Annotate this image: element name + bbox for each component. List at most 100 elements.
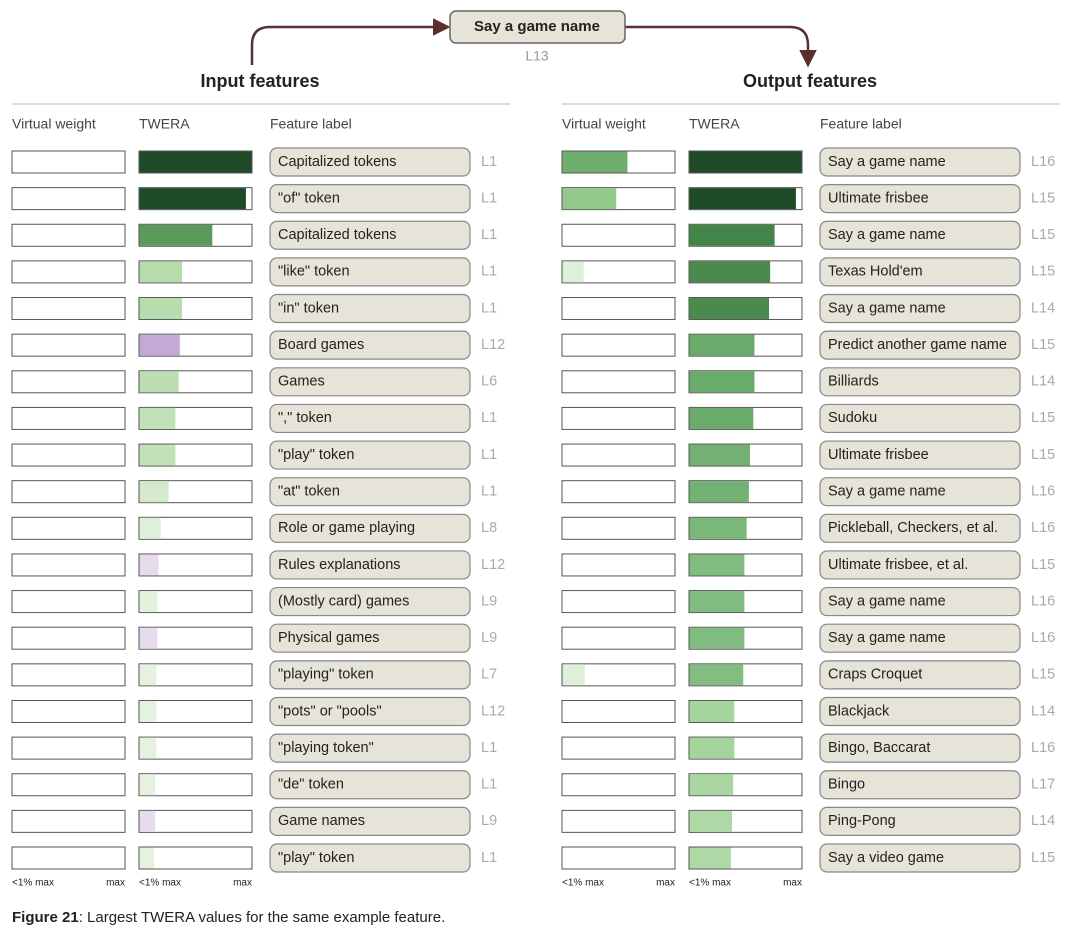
twera-bar xyxy=(139,371,179,393)
layer-label: L14 xyxy=(1031,703,1055,719)
arrow xyxy=(250,18,451,65)
twera-bar xyxy=(689,188,796,210)
feature-box xyxy=(269,257,471,287)
bar-frame xyxy=(561,480,676,504)
bar-frame xyxy=(11,773,126,797)
layer-label: L9 xyxy=(481,630,497,646)
feature-label: Role or game playing xyxy=(278,520,415,536)
feature-box xyxy=(269,550,471,580)
bar-frame xyxy=(11,443,126,467)
feature-box xyxy=(819,147,1021,177)
feature-box xyxy=(269,843,471,873)
bar-frame xyxy=(138,846,253,870)
twera-bar xyxy=(689,664,744,686)
feature-label: Rules explanations xyxy=(278,557,401,573)
bar-frame xyxy=(11,187,126,211)
top-node-layer: L13 xyxy=(525,48,549,64)
feature-label: "play" token xyxy=(278,850,354,866)
bar-frame xyxy=(138,736,253,760)
layer-label: L15 xyxy=(1031,557,1055,573)
feature-label: "playing" token xyxy=(278,667,374,683)
feature-label: Say a game name xyxy=(828,300,946,316)
scale-max: max xyxy=(656,878,675,889)
column-header: Virtual weight xyxy=(562,116,646,132)
layer-label: L1 xyxy=(481,850,497,866)
layer-label: L15 xyxy=(1031,264,1055,280)
feature-label: Capitalized tokens xyxy=(278,227,397,243)
bar-frame xyxy=(11,297,126,321)
feature-label: Texas Hold'em xyxy=(828,264,923,280)
feature-label: Bingo xyxy=(828,777,865,793)
column-header: Feature label xyxy=(270,116,352,132)
bar-frame xyxy=(11,553,126,577)
feature-box xyxy=(269,403,471,434)
twera-bar xyxy=(139,591,158,613)
virtual-weight-bar xyxy=(562,664,585,686)
twera-bar xyxy=(689,774,734,796)
layer-label: L8 xyxy=(481,520,497,536)
twera-bar xyxy=(689,334,755,356)
feature-label: "playing token" xyxy=(278,740,374,756)
bar-frame xyxy=(11,626,126,650)
twera-bar xyxy=(139,151,252,173)
feature-box xyxy=(269,184,471,214)
layer-label: L16 xyxy=(1031,154,1055,170)
layer-label: L1 xyxy=(481,447,497,463)
feature-box xyxy=(819,257,1021,287)
feature-box xyxy=(269,660,471,690)
feature-box xyxy=(819,770,1021,800)
feature-box xyxy=(269,770,471,800)
feature-label: "at" token xyxy=(278,484,340,500)
layer-label: L1 xyxy=(481,190,497,206)
bar-frame xyxy=(11,223,126,247)
feature-label: Ultimate frisbee xyxy=(828,190,929,206)
feature-box xyxy=(819,477,1021,507)
layer-label: L15 xyxy=(1031,337,1055,353)
feature-label: (Mostly card) games xyxy=(278,593,409,609)
bar-frame xyxy=(561,590,676,614)
scale-min: <1% max xyxy=(12,878,54,889)
feature-box xyxy=(819,367,1021,397)
feature-label: Sudoku xyxy=(828,410,877,426)
scale-max: max xyxy=(106,878,125,889)
scale-min: <1% max xyxy=(139,878,181,889)
feature-label: Say a game name xyxy=(828,630,946,646)
feature-box xyxy=(269,220,471,250)
twera-bar xyxy=(689,627,745,649)
twera-bar xyxy=(689,371,755,393)
layer-label: L7 xyxy=(481,667,497,683)
bar-frame xyxy=(138,516,253,540)
twera-bar xyxy=(139,444,176,466)
feature-label: Board games xyxy=(278,337,364,353)
panel-title: Output features xyxy=(743,71,877,91)
feature-box xyxy=(269,586,471,617)
feature-box xyxy=(819,293,1021,324)
feature-label: Game names xyxy=(278,813,365,829)
feature-box xyxy=(819,440,1021,470)
scale-max: max xyxy=(783,878,802,889)
twera-bar xyxy=(139,224,213,246)
feature-box xyxy=(819,403,1021,434)
bar-frame xyxy=(138,590,253,614)
bar-frame xyxy=(561,516,676,540)
bar-frame xyxy=(11,590,126,614)
virtual-weight-bar xyxy=(562,261,584,283)
twera-bar xyxy=(689,481,749,503)
panel-title: Input features xyxy=(200,71,319,91)
feature-box xyxy=(819,843,1021,873)
twera-bar xyxy=(139,627,158,649)
bar-frame xyxy=(561,223,676,247)
twera-bar xyxy=(689,737,735,759)
bar-frame xyxy=(11,150,126,174)
layer-label: L15 xyxy=(1031,190,1055,206)
column-header: TWERA xyxy=(689,116,740,132)
twera-bar xyxy=(689,261,771,283)
bar-frame xyxy=(138,809,253,833)
caption-figure: Figure 21 xyxy=(12,909,79,926)
layer-label: L16 xyxy=(1031,520,1055,536)
bar-frame xyxy=(11,736,126,760)
bar-frame xyxy=(138,773,253,797)
column-header: TWERA xyxy=(139,116,190,132)
feature-label: "of" token xyxy=(278,190,340,206)
feature-box xyxy=(269,696,471,727)
